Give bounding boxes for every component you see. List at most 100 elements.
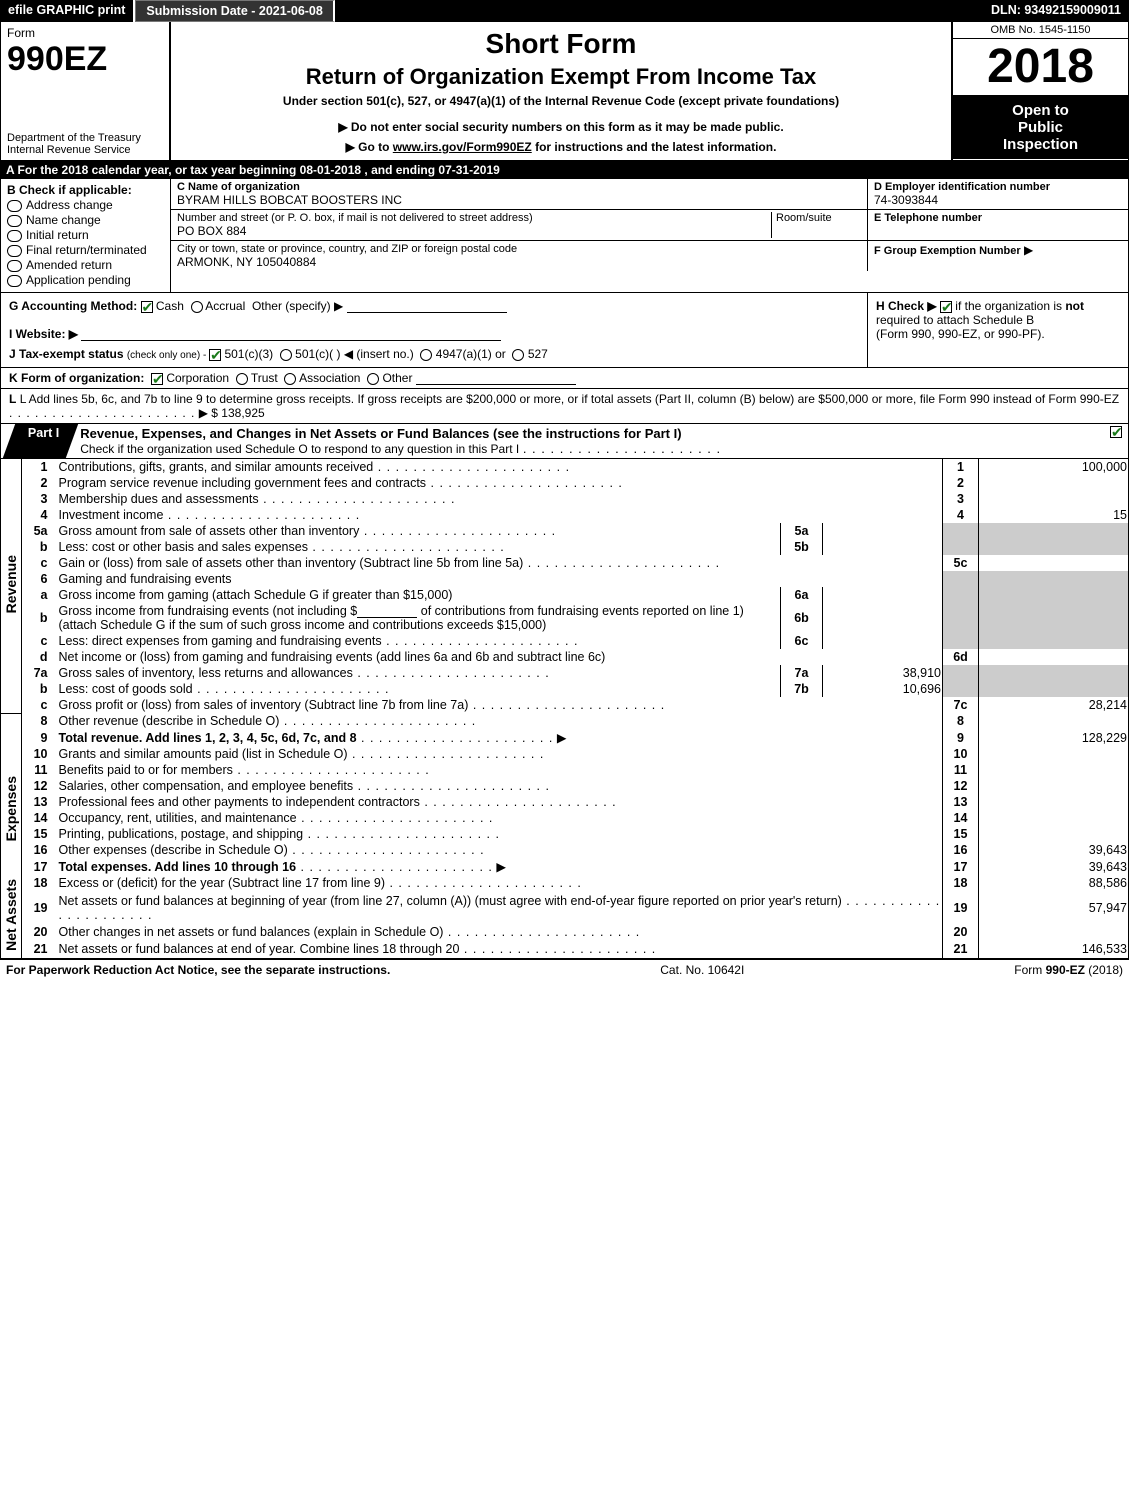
goto-link-line: ▶ Go to www.irs.gov/Form990EZ for instru…	[181, 140, 941, 154]
street-value: PO BOX 884	[177, 224, 771, 238]
cell-e: E Telephone number	[868, 210, 1128, 240]
ein-value: 74-3093844	[874, 193, 1122, 207]
e-label: E Telephone number	[874, 212, 1122, 224]
goto-suffix: for instructions and the latest informat…	[532, 140, 777, 154]
table-row: 14 Occupancy, rent, utilities, and maint…	[1, 810, 1129, 826]
chk-accrual[interactable]	[191, 301, 203, 313]
form-word: Form	[7, 26, 163, 40]
k-other-input[interactable]	[416, 373, 576, 385]
part1-check-cell	[1104, 424, 1128, 458]
header-left: Form 990EZ Department of the Treasury In…	[1, 22, 171, 160]
chk-trust[interactable]	[236, 373, 248, 385]
g-other-input[interactable]	[347, 301, 507, 313]
j-note: (check only one) -	[127, 350, 209, 361]
website-input[interactable]	[81, 329, 501, 341]
section-gh: G Accounting Method: Cash Accrual Other …	[0, 293, 1129, 368]
line-l: L L Add lines 5b, 6c, and 7b to line 9 t…	[0, 389, 1129, 424]
under-section: Under section 501(c), 527, or 4947(a)(1)…	[181, 94, 941, 108]
page-footer: For Paperwork Reduction Act Notice, see …	[0, 959, 1129, 980]
b-title: B Check if applicable:	[7, 183, 164, 197]
chk-final-return[interactable]: Final return/terminated	[7, 243, 164, 257]
table-row: 5a Gross amount from sale of assets othe…	[1, 523, 1129, 539]
table-row: 20 Other changes in net assets or fund b…	[1, 924, 1129, 941]
k-other: Other	[382, 371, 412, 385]
band-a: A For the 2018 calendar year, or tax yea…	[0, 161, 1129, 179]
part1-check[interactable]	[1110, 426, 1122, 438]
table-row: c Less: direct expenses from gaming and …	[1, 633, 1129, 649]
part1-header: Part I Revenue, Expenses, and Changes in…	[0, 424, 1129, 459]
row-c-name: C Name of organization BYRAM HILLS BOBCA…	[171, 179, 1128, 210]
section-b: B Check if applicable: Address change Na…	[1, 179, 171, 292]
irs-link[interactable]: www.irs.gov/Form990EZ	[393, 140, 532, 154]
org-name: BYRAM HILLS BOBCAT BOOSTERS INC	[177, 193, 861, 207]
table-row: a Gross income from gaming (attach Sched…	[1, 587, 1129, 603]
j-4947: 4947(a)(1) or	[436, 347, 506, 361]
h-prefix: H Check ▶	[876, 299, 937, 313]
j-label: J Tax-exempt status	[9, 347, 127, 361]
section-h: H Check ▶ if the organization is not req…	[868, 293, 1128, 367]
cell-city: City or town, state or province, country…	[171, 241, 868, 271]
l-amount: $ 138,925	[211, 406, 264, 420]
open3: Inspection	[1003, 136, 1078, 153]
chk-4947[interactable]	[420, 349, 432, 361]
chk-corp[interactable]	[151, 373, 163, 385]
chk-name-change[interactable]: Name change	[7, 213, 164, 227]
chk-assoc[interactable]	[284, 373, 296, 385]
chk-h[interactable]	[940, 301, 952, 313]
row-c-city: City or town, state or province, country…	[171, 241, 1128, 271]
section-cdef: C Name of organization BYRAM HILLS BOBCA…	[171, 179, 1128, 292]
g-cash: Cash	[156, 299, 184, 313]
table-row: 4 Investment income 4 15	[1, 507, 1129, 523]
row-num: 1	[22, 459, 58, 475]
table-row: b Gross income from fundraising events (…	[1, 603, 1129, 633]
table-row: 13 Professional fees and other payments …	[1, 794, 1129, 810]
row-c-street: Number and street (or P. O. box, if mail…	[171, 210, 1128, 241]
f-arrow: ▶	[1024, 243, 1033, 257]
chk-initial-return[interactable]: Initial return	[7, 228, 164, 242]
dln: DLN: 93492159009011	[983, 0, 1129, 22]
chk-amended-return[interactable]: Amended return	[7, 258, 164, 272]
chk-501c[interactable]	[280, 349, 292, 361]
h-line2: required to attach Schedule B	[876, 313, 1034, 327]
chk-cash[interactable]	[141, 301, 153, 313]
6b-amount-input[interactable]	[357, 606, 417, 619]
h-line3: (Form 990, 990-EZ, or 990-PF).	[876, 327, 1045, 341]
tax-year: 2018	[953, 39, 1128, 96]
open-to-public: Open to Public Inspection	[953, 96, 1128, 159]
chk-other[interactable]	[367, 373, 379, 385]
footer-right: Form 990-EZ (2018)	[1014, 963, 1123, 977]
footer-left: For Paperwork Reduction Act Notice, see …	[6, 963, 390, 977]
section-bcdef: B Check if applicable: Address change Na…	[0, 179, 1129, 293]
part1-tab: Part I	[3, 424, 79, 458]
i-label: I Website: ▶	[9, 327, 78, 341]
part1-subtitle: Check if the organization used Schedule …	[80, 442, 519, 456]
form-number: 990EZ	[7, 40, 163, 79]
chk-501c3[interactable]	[209, 349, 221, 361]
open2: Public	[1018, 119, 1063, 136]
street-label: Number and street (or P. O. box, if mail…	[177, 212, 771, 224]
table-row: 12 Salaries, other compensation, and emp…	[1, 778, 1129, 794]
form-header: Form 990EZ Department of the Treasury In…	[0, 22, 1129, 161]
chk-527[interactable]	[512, 349, 524, 361]
band-a-prefix: A For the 2018 calendar year, or tax yea…	[6, 163, 300, 177]
chk-application-pending[interactable]: Application pending	[7, 273, 164, 287]
l-dots	[9, 406, 195, 420]
return-title: Return of Organization Exempt From Incom…	[181, 64, 941, 90]
table-row: b Less: cost or other basis and sales ex…	[1, 539, 1129, 555]
topbar-spacer	[335, 0, 983, 22]
line-i: I Website: ▶	[9, 327, 859, 341]
open1: Open to	[1012, 102, 1069, 119]
efile-topbar: efile GRAPHIC print Submission Date - 20…	[0, 0, 1129, 22]
k-trust: Trust	[251, 371, 278, 385]
h-not: not	[1065, 299, 1084, 313]
table-row: 2 Program service revenue including gove…	[1, 475, 1129, 491]
chk-address-change[interactable]: Address change	[7, 198, 164, 212]
band-a-mid: , and ending	[361, 163, 438, 177]
c-label: C Name of organization	[177, 181, 861, 193]
table-row: 17 Total expenses. Add lines 10 through …	[1, 858, 1129, 875]
band-a-begin: 08-01-2018	[300, 163, 361, 177]
band-a-end: 07-31-2019	[438, 163, 499, 177]
table-row: Revenue 1 Contributions, gifts, grants, …	[1, 459, 1129, 475]
efile-print: efile GRAPHIC print	[0, 0, 135, 22]
table-row: Expenses 10 Grants and similar amounts p…	[1, 746, 1129, 762]
